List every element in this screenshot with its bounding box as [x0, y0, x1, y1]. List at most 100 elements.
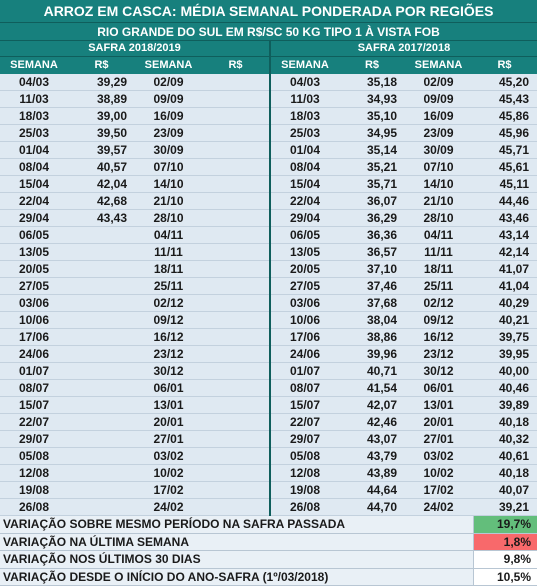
week-cell: 17/06 [0, 329, 68, 346]
section-title: SAFRA 2017/2018 [271, 41, 537, 57]
week-cell: 23/12 [135, 346, 202, 363]
week-cell: 15/07 [0, 397, 68, 414]
week-cell: 11/11 [135, 244, 202, 261]
week-cell: 01/04 [0, 142, 68, 159]
price-cell: 38,86 [339, 329, 405, 346]
week-cell: 17/06 [271, 329, 339, 346]
price-cell: 39,00 [68, 108, 135, 125]
price-cell [202, 142, 269, 159]
week-cell: 01/04 [271, 142, 339, 159]
price-cell: 45,86 [472, 108, 537, 125]
price-cell [68, 261, 135, 278]
week-cell: 08/07 [0, 380, 68, 397]
week-cell: 15/04 [271, 176, 339, 193]
week-cell: 17/02 [405, 482, 472, 499]
price-cell: 42,68 [68, 193, 135, 210]
footer-label: VARIAÇÃO DESDE O INÍCIO DO ANO-SAFRA (1º… [0, 568, 473, 586]
price-cell: 44,70 [339, 499, 405, 516]
week-cell: 01/07 [271, 363, 339, 380]
week-cell: 09/09 [405, 91, 472, 108]
price-cell: 40,71 [339, 363, 405, 380]
column-header: SEMANA [135, 57, 202, 74]
week-cell: 20/01 [405, 414, 472, 431]
price-cell: 43,43 [68, 210, 135, 227]
footer-label: VARIAÇÃO NA ÚLTIMA SEMANA [0, 533, 473, 551]
column-header: R$ [68, 57, 135, 74]
week-cell: 04/11 [135, 227, 202, 244]
price-cell: 43,14 [472, 227, 537, 244]
price-cell [68, 295, 135, 312]
price-cell [68, 278, 135, 295]
week-cell: 03/02 [405, 448, 472, 465]
price-cell: 39,29 [68, 74, 135, 91]
price-cell: 43,46 [472, 210, 537, 227]
price-cell: 42,07 [339, 397, 405, 414]
week-cell: 16/12 [405, 329, 472, 346]
price-cell [68, 363, 135, 380]
week-cell: 10/02 [135, 465, 202, 482]
footer-value: 10,5% [473, 568, 537, 586]
week-cell: 28/10 [405, 210, 472, 227]
week-cell: 13/01 [135, 397, 202, 414]
price-cell: 39,57 [68, 142, 135, 159]
price-cell [202, 482, 269, 499]
column-header: R$ [472, 57, 537, 74]
price-cell: 36,57 [339, 244, 405, 261]
price-cell: 40,57 [68, 159, 135, 176]
week-cell: 06/01 [405, 380, 472, 397]
week-cell: 04/03 [0, 74, 68, 91]
column-header: SEMANA [0, 57, 68, 74]
week-cell: 24/06 [0, 346, 68, 363]
week-cell: 29/07 [271, 431, 339, 448]
price-cell: 37,68 [339, 295, 405, 312]
week-cell: 08/04 [271, 159, 339, 176]
price-cell: 39,50 [68, 125, 135, 142]
price-cell [202, 227, 269, 244]
price-cell [68, 227, 135, 244]
price-cell: 42,04 [68, 176, 135, 193]
week-cell: 23/09 [405, 125, 472, 142]
price-cell [68, 499, 135, 516]
week-cell: 04/03 [271, 74, 339, 91]
week-cell: 09/12 [135, 312, 202, 329]
title: ARROZ EM CASCA: MÉDIA SEMANAL PONDERADA … [0, 0, 537, 23]
price-cell: 45,96 [472, 125, 537, 142]
price-cell: 45,20 [472, 74, 537, 91]
week-cell: 24/02 [135, 499, 202, 516]
price-cell: 45,43 [472, 91, 537, 108]
footer-value: 9,8% [473, 551, 537, 569]
column-header: R$ [339, 57, 405, 74]
price-cell: 45,71 [472, 142, 537, 159]
week-cell: 22/07 [271, 414, 339, 431]
week-cell: 03/06 [0, 295, 68, 312]
price-cell: 42,14 [472, 244, 537, 261]
week-cell: 19/08 [0, 482, 68, 499]
week-cell: 02/12 [405, 295, 472, 312]
week-cell: 21/10 [405, 193, 472, 210]
price-cell: 40,29 [472, 295, 537, 312]
price-cell [202, 329, 269, 346]
price-cell [202, 125, 269, 142]
price-cell [202, 193, 269, 210]
price-cell [202, 295, 269, 312]
week-cell: 23/12 [405, 346, 472, 363]
price-cell: 42,46 [339, 414, 405, 431]
price-cell [202, 74, 269, 91]
week-cell: 23/09 [135, 125, 202, 142]
price-cell [202, 431, 269, 448]
price-cell: 36,36 [339, 227, 405, 244]
week-cell: 12/08 [271, 465, 339, 482]
footer-value: 19,7% [473, 516, 537, 534]
week-cell: 29/04 [271, 210, 339, 227]
week-cell: 11/03 [0, 91, 68, 108]
price-cell [202, 261, 269, 278]
price-cell: 40,61 [472, 448, 537, 465]
week-cell: 08/04 [0, 159, 68, 176]
week-cell: 03/02 [135, 448, 202, 465]
price-cell [202, 210, 269, 227]
price-cell: 43,07 [339, 431, 405, 448]
week-cell: 16/09 [135, 108, 202, 125]
price-cell: 41,54 [339, 380, 405, 397]
price-cell [68, 414, 135, 431]
week-cell: 08/07 [271, 380, 339, 397]
